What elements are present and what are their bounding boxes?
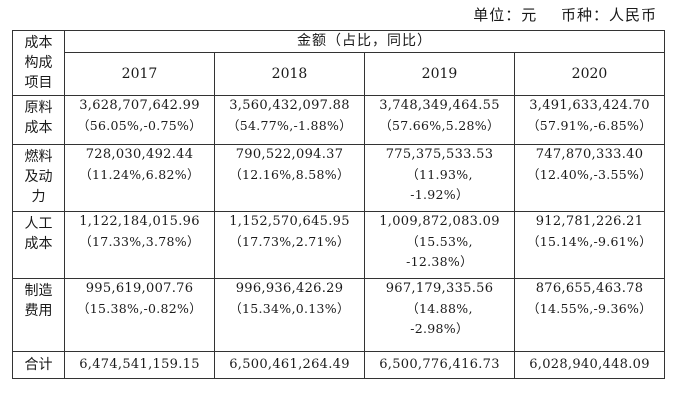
row-label-total: 合计 — [12, 351, 65, 379]
share-yoy-value: （17.33%,3.78%） — [79, 234, 200, 249]
amount-value: 3,560,432,097.88 — [229, 98, 350, 113]
table-cell: 3,628,707,642.99 （56.05%,-0.75%） — [64, 95, 215, 145]
table-cell: 876,655,463.78 （14.55%,-9.36%） — [514, 278, 665, 352]
total-cell-2020: 6,028,940,448.09 — [514, 351, 665, 379]
unit-currency-line: 单位：元 币种：人民币 — [455, 4, 657, 25]
amount-value: 1,009,872,083.09 — [379, 214, 500, 229]
table-cell: 790,522,094.37 （12.16%,8.58%） — [214, 144, 365, 212]
corner-header: 成本 构成 项目 — [12, 30, 65, 96]
table-cell: 1,152,570,645.95 （17.73%,2.71%） — [214, 211, 365, 279]
row-label-labor: 人工 成本 — [12, 211, 65, 279]
amount-value: 912,781,226.21 — [535, 214, 644, 229]
table-cell: 912,781,226.21 （15.14%,-9.61%） — [514, 211, 665, 279]
year-header-2018: 2018 — [214, 52, 365, 96]
amount-value: 996,936,426.29 — [235, 281, 344, 296]
share-yoy-value: （12.40%,-3.55%） — [526, 167, 653, 182]
amount-value: 3,628,707,642.99 — [79, 98, 200, 113]
total-cell-2018: 6,500,461,264.49 — [214, 351, 365, 379]
amount-value: 995,619,007.76 — [85, 281, 194, 296]
table-cell: 995,619,007.76 （15.38%,-0.82%） — [64, 278, 215, 352]
table-row-manufacturing: 制造 费用 995,619,007.76 （15.38%,-0.82%） 996,… — [12, 278, 665, 352]
table-cell: 728,030,492.44 （11.24%,6.82%） — [64, 144, 215, 212]
share-yoy-value: （17.73%,2.71%） — [229, 234, 350, 249]
year-header-2020: 2020 — [514, 52, 665, 96]
share-yoy-value: （14.88%, -2.98%） — [406, 301, 473, 336]
table-cell: 996,936,426.29 （15.34%,0.13%） — [214, 278, 365, 352]
currency-label: 币种：人民币 — [560, 6, 657, 24]
share-yoy-value: （57.91%,-6.85%） — [526, 118, 653, 133]
table-cell: 967,179,335.56 （14.88%, -2.98%） — [364, 278, 515, 352]
share-yoy-value: （56.05%,-0.75%） — [76, 118, 203, 133]
row-label-manufacturing: 制造 费用 — [12, 278, 65, 352]
share-yoy-value: （15.53%, -12.38%） — [406, 234, 473, 269]
share-yoy-value: （57.66%,5.28%） — [379, 118, 500, 133]
amount-value: 790,522,094.37 — [235, 147, 344, 162]
total-cell-2017: 6,474,541,159.15 — [64, 351, 215, 379]
year-header-2017: 2017 — [64, 52, 215, 96]
table-row-labor: 人工 成本 1,122,184,015.96 （17.33%,3.78%） 1,1… — [12, 211, 665, 279]
amount-value: 775,375,533.53 — [385, 147, 494, 162]
row-label-fuel-power: 燃料 及动 力 — [12, 144, 65, 212]
share-yoy-value: （14.55%,-9.36%） — [526, 301, 653, 316]
unit-label: 单位：元 — [473, 6, 538, 24]
table-row-total: 合计 6,474,541,159.15 6,500,461,264.49 6,5… — [12, 351, 665, 379]
table-cell: 3,491,633,424.70 （57.91%,-6.85%） — [514, 95, 665, 145]
header-row-group: 成本 构成 项目 金额（占比，同比） — [12, 29, 665, 96]
amount-value: 1,122,184,015.96 — [79, 214, 200, 229]
amount-value: 728,030,492.44 — [85, 147, 194, 162]
amount-value: 967,179,335.56 — [385, 281, 494, 296]
year-header-2019: 2019 — [364, 52, 515, 96]
table-cell: 1,009,872,083.09 （15.53%, -12.38%） — [364, 211, 515, 279]
share-yoy-value: （12.16%,8.58%） — [229, 167, 350, 182]
table-cell: 3,560,432,097.88 （54.77%,-1.88%） — [214, 95, 365, 145]
amount-value: 3,748,349,464.55 — [379, 98, 500, 113]
header-row-years: 2017 2018 2019 2020 — [13, 52, 665, 96]
table-row-raw-material: 原料 成本 3,628,707,642.99 （56.05%,-0.75%） 3,… — [12, 95, 665, 145]
share-yoy-value: （11.93%, -1.92%） — [406, 167, 473, 202]
group-header: 金额（占比，同比） — [64, 29, 665, 54]
share-yoy-value: （11.24%,6.82%） — [79, 167, 200, 182]
amount-value: 876,655,463.78 — [535, 281, 644, 296]
table-cell: 747,870,333.40 （12.40%,-3.55%） — [514, 144, 665, 212]
share-yoy-value: （15.14%,-9.61%） — [526, 234, 653, 249]
amount-value: 747,870,333.40 — [535, 147, 644, 162]
table-cell: 1,122,184,015.96 （17.33%,3.78%） — [64, 211, 215, 279]
table-cell: 3,748,349,464.55 （57.66%,5.28%） — [364, 95, 515, 145]
share-yoy-value: （15.34%,0.13%） — [229, 301, 350, 316]
amount-value: 3,491,633,424.70 — [529, 98, 650, 113]
share-yoy-value: （15.38%,-0.82%） — [76, 301, 203, 316]
row-label-raw-material: 原料 成本 — [12, 95, 65, 145]
table-cell: 775,375,533.53 （11.93%, -1.92%） — [364, 144, 515, 212]
cost-structure-table: 成本 构成 项目 金额（占比，同比） 2017 2018 2019 2020 原… — [12, 29, 665, 379]
table-row-fuel-power: 燃料 及动 力 728,030,492.44 （11.24%,6.82%） 790… — [12, 144, 665, 212]
share-yoy-value: （54.77%,-1.88%） — [226, 118, 353, 133]
total-cell-2019: 6,500,776,416.73 — [364, 351, 515, 379]
amount-value: 1,152,570,645.95 — [229, 214, 350, 229]
